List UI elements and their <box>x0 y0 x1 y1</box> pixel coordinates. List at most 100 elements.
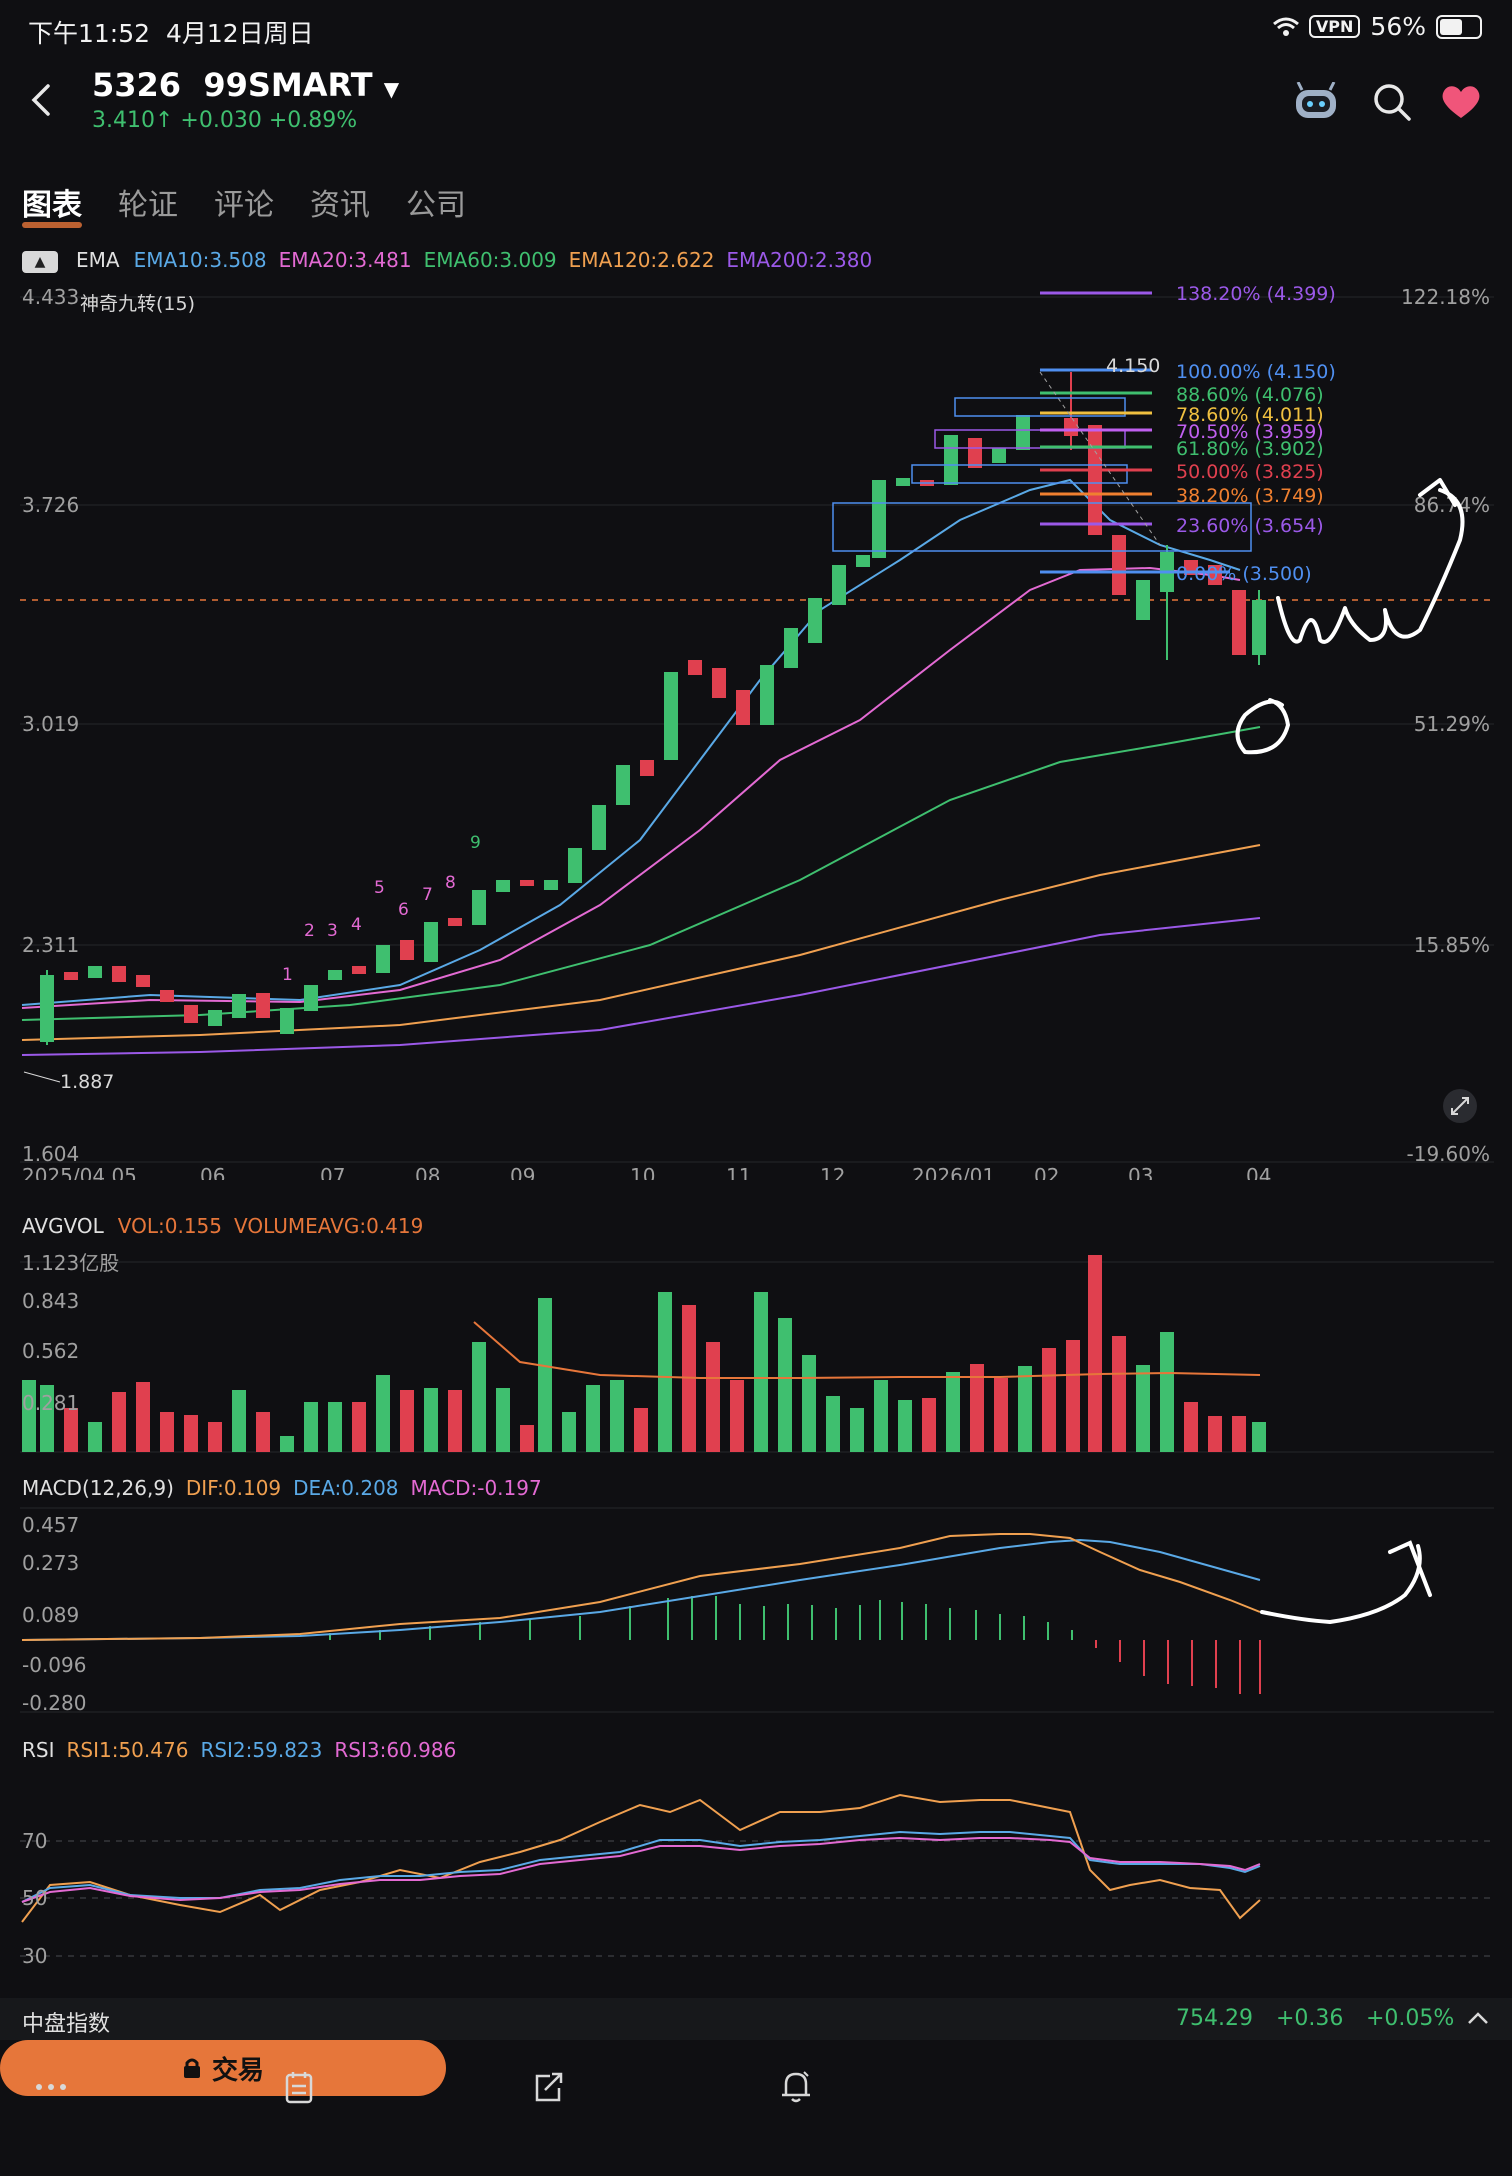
nine-turn-2: 2 <box>304 921 315 941</box>
low-price-label: 1.887 <box>60 1071 114 1093</box>
candle <box>808 598 822 643</box>
bottom-toolbar: 交易 <box>0 2040 1512 2176</box>
volume-bar <box>1088 1255 1102 1452</box>
volume-bar <box>1136 1365 1150 1452</box>
fib-label-100: 100.00% (4.150) <box>1176 361 1336 383</box>
volume-bar <box>304 1402 318 1452</box>
index-ticker-bar[interactable]: 中盘指数 754.29 +0.36 +0.05% <box>0 1998 1512 2040</box>
macd-label: MACD(12,26,9) <box>22 1476 174 1500</box>
candle <box>304 985 318 1011</box>
macd-y-label: 0.089 <box>22 1603 79 1627</box>
tab-news[interactable]: 资讯 <box>310 188 370 223</box>
index-change: +0.36 <box>1276 2006 1344 2031</box>
pct-label: 15.85% <box>1414 933 1490 957</box>
status-right: VPN 56% <box>1272 12 1482 41</box>
tab-warrants[interactable]: 轮证 <box>118 188 178 223</box>
chevron-up-icon[interactable] <box>1466 2010 1490 2026</box>
candle <box>544 880 558 890</box>
macd-chart[interactable]: 0.457 0.273 0.089 -0.096 -0.280 <box>0 1505 1512 1715</box>
tab-chart[interactable]: 图表 <box>22 180 82 228</box>
volume-bar <box>754 1292 768 1452</box>
index-value: 754.29 <box>1176 2006 1253 2031</box>
volume-bar <box>400 1390 414 1452</box>
search-icon[interactable] <box>1372 82 1412 122</box>
lock-icon <box>183 2058 200 2078</box>
last-price: 3.410 <box>92 108 155 133</box>
ema200-line <box>21 917 1261 1056</box>
ema200-value: EMA200:2.380 <box>726 248 873 272</box>
alert-bell-icon[interactable] <box>780 2068 812 2104</box>
ema20-line <box>21 566 1241 1009</box>
stock-name: 99SMART <box>203 66 373 104</box>
nine-turn-6: 6 <box>398 900 409 920</box>
tab-company[interactable]: 公司 <box>406 188 466 223</box>
grid-lines <box>20 296 1494 1163</box>
tab-comments[interactable]: 评论 <box>214 188 274 223</box>
volume-bars <box>22 1255 1266 1452</box>
candle <box>1232 590 1246 655</box>
index-name: 中盘指数 <box>22 2012 111 2037</box>
volume-bar <box>424 1388 438 1452</box>
candle <box>688 660 702 675</box>
y-label: 1.604 <box>22 1142 79 1166</box>
candle <box>328 970 342 980</box>
trade-button[interactable]: 交易 <box>0 2040 446 2096</box>
volume-chart[interactable]: 1.123亿股 0.843 0.562 0.281 <box>0 1245 1512 1455</box>
pct-label: 51.29% <box>1414 712 1490 736</box>
volume-bar <box>280 1436 294 1452</box>
candle <box>872 480 886 558</box>
candle <box>448 918 462 926</box>
y-label: 3.019 <box>22 712 79 736</box>
collapse-toggle-icon[interactable]: ▲ <box>22 250 58 273</box>
macd-y-label: 0.457 <box>22 1513 79 1537</box>
robot-assistant-icon[interactable] <box>1292 82 1340 122</box>
volume-bar <box>658 1292 672 1452</box>
candle <box>184 1005 198 1023</box>
y-label: 3.726 <box>22 493 79 517</box>
vol-value: VOL:0.155 <box>117 1214 223 1238</box>
volume-bar <box>88 1422 102 1452</box>
candle <box>112 966 126 982</box>
ema60-value: EMA60:3.009 <box>423 248 557 272</box>
rsi-legend: RSI RSI1:50.476 RSI2:59.823 RSI3:60.986 <box>22 1738 456 1762</box>
nine-turn-8: 8 <box>445 873 456 893</box>
x-label: 06 <box>200 1164 225 1180</box>
volume-bar <box>874 1380 888 1452</box>
volume-bar <box>352 1402 366 1452</box>
volume-bar <box>1208 1416 1222 1452</box>
percent-axis: 122.18% 86.74% 51.29% 15.85% -19.60% <box>1401 285 1490 1166</box>
candle <box>896 478 910 486</box>
favorite-heart-icon[interactable] <box>1440 84 1482 120</box>
price-change: +0.030 <box>180 108 262 133</box>
rsi-axis: 70 50 30 <box>22 1829 47 1968</box>
rsi-chart[interactable]: 70 50 30 <box>0 1765 1512 1980</box>
volume-bar <box>706 1342 720 1452</box>
x-label: 11 <box>726 1164 751 1180</box>
candle <box>640 760 654 776</box>
volume-bar <box>802 1355 816 1452</box>
stock-title[interactable]: 5326 99SMART ▼ <box>92 66 399 104</box>
share-icon[interactable] <box>532 2070 564 2104</box>
ema-label[interactable]: EMA <box>76 248 120 272</box>
volavg-value: VOLUMEAVG:0.419 <box>234 1214 424 1238</box>
candle <box>424 922 438 962</box>
notes-icon[interactable] <box>284 2070 314 2104</box>
more-icon[interactable] <box>34 2082 68 2092</box>
fullscreen-icon[interactable] <box>1443 1089 1477 1123</box>
volume-bar <box>922 1398 936 1452</box>
volume-bar <box>208 1422 222 1452</box>
back-arrow-icon[interactable] <box>22 80 62 120</box>
price-chart[interactable]: 1 2 3 4 5 6 7 8 9 138.20% (4.399) 100.00… <box>0 280 1512 1180</box>
candle <box>1252 600 1266 655</box>
ema120-line <box>21 844 1261 1041</box>
volume-average-line <box>473 1321 1261 1379</box>
macd-y-label: 0.273 <box>22 1551 79 1575</box>
fib-lines <box>1040 291 1230 574</box>
nine-turn-indicator-label: 神奇九转(15) <box>80 293 195 315</box>
candle <box>1208 565 1222 585</box>
status-time-date: 下午11:52 4月12日周日 <box>28 19 314 48</box>
volume-bar <box>538 1298 552 1452</box>
fib-label-23: 23.60% (3.654) <box>1176 515 1324 537</box>
fib-label-70: 70.50% (3.959) <box>1176 421 1324 443</box>
dropdown-caret-icon[interactable]: ▼ <box>383 77 400 101</box>
